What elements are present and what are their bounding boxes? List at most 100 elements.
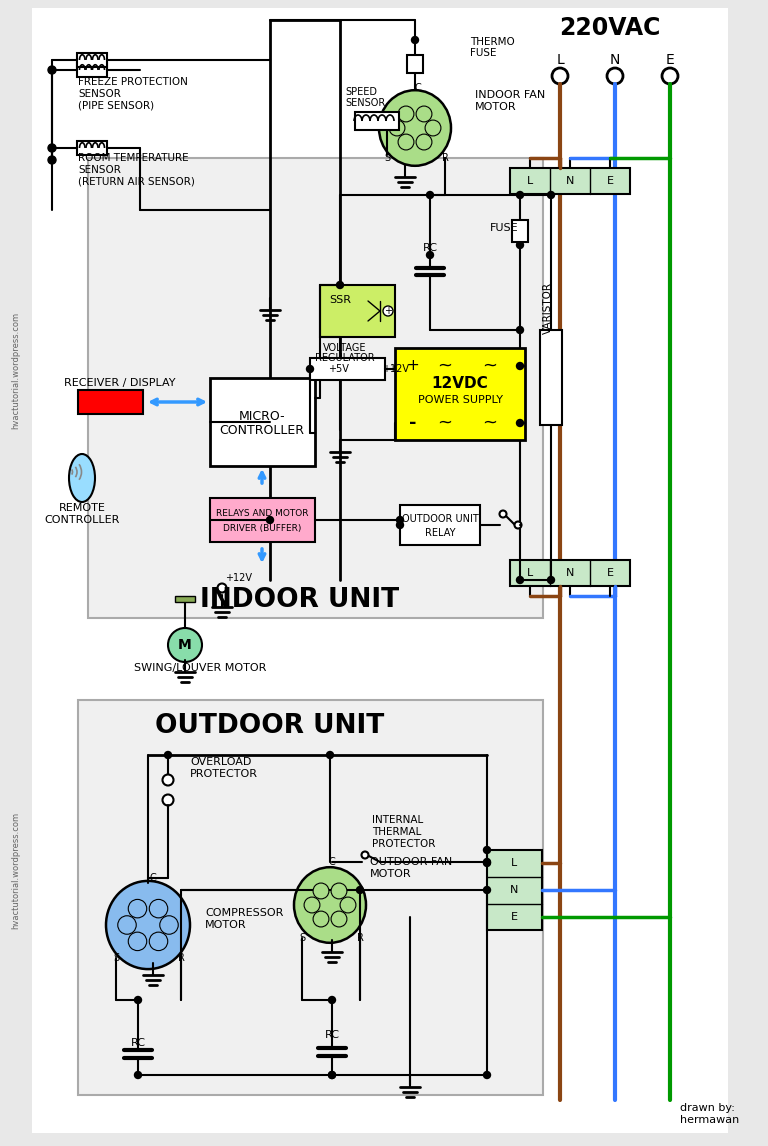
- Bar: [210, 378, 315, 466]
- Text: L: L: [527, 568, 533, 578]
- Bar: [78, 390, 143, 414]
- Circle shape: [416, 107, 432, 121]
- Text: +: +: [406, 359, 419, 374]
- Text: RC: RC: [131, 1038, 145, 1047]
- Text: S: S: [113, 953, 119, 963]
- Bar: [320, 285, 395, 337]
- Text: M: M: [178, 638, 192, 652]
- Text: ~: ~: [482, 414, 498, 432]
- Circle shape: [548, 576, 554, 583]
- Text: MOTOR: MOTOR: [370, 869, 412, 879]
- Circle shape: [484, 847, 491, 854]
- Circle shape: [484, 858, 491, 865]
- Text: R: R: [442, 154, 449, 163]
- Bar: [77, 141, 107, 155]
- Text: E: E: [607, 568, 614, 578]
- Bar: [78, 700, 543, 1094]
- Text: INDOOR FAN: INDOOR FAN: [475, 91, 545, 100]
- Circle shape: [326, 752, 333, 759]
- Text: FUSE: FUSE: [470, 48, 496, 58]
- Text: CONTROLLER: CONTROLLER: [220, 424, 304, 437]
- Circle shape: [426, 191, 433, 198]
- Text: drawn by:: drawn by:: [680, 1102, 735, 1113]
- Circle shape: [398, 107, 414, 121]
- Circle shape: [425, 120, 441, 136]
- Circle shape: [160, 916, 178, 934]
- Text: 220VAC: 220VAC: [559, 16, 660, 40]
- Ellipse shape: [69, 454, 95, 502]
- Text: SPEED: SPEED: [345, 87, 377, 97]
- Text: +12V: +12V: [225, 573, 252, 583]
- Circle shape: [329, 997, 336, 1004]
- Text: L: L: [527, 176, 533, 186]
- Text: R: R: [177, 953, 184, 963]
- Text: VARISTOR: VARISTOR: [543, 282, 553, 333]
- Text: ~: ~: [438, 358, 452, 375]
- Circle shape: [329, 1072, 336, 1078]
- Text: SWING/LOUVER MOTOR: SWING/LOUVER MOTOR: [134, 664, 266, 673]
- Bar: [510, 560, 630, 586]
- Text: E: E: [511, 912, 518, 923]
- Text: N: N: [566, 176, 574, 186]
- Circle shape: [484, 1072, 491, 1078]
- Text: +: +: [384, 306, 392, 316]
- Circle shape: [48, 156, 56, 164]
- Circle shape: [134, 997, 141, 1004]
- Text: THERMAL: THERMAL: [372, 827, 422, 837]
- Bar: [88, 158, 543, 618]
- Circle shape: [149, 932, 167, 951]
- Circle shape: [134, 1072, 141, 1078]
- Circle shape: [217, 583, 227, 592]
- Bar: [395, 348, 525, 440]
- Text: VOLTAGE: VOLTAGE: [323, 343, 367, 353]
- Circle shape: [118, 916, 136, 934]
- Text: MOTOR: MOTOR: [475, 102, 517, 112]
- Bar: [510, 168, 630, 194]
- Bar: [512, 220, 528, 242]
- Text: +5V: +5V: [328, 364, 349, 374]
- Bar: [355, 112, 399, 129]
- Bar: [310, 358, 385, 380]
- Circle shape: [304, 897, 320, 913]
- Text: 12VDC: 12VDC: [432, 376, 488, 391]
- Bar: [487, 850, 542, 931]
- Text: ROOM TEMPERATURE: ROOM TEMPERATURE: [78, 154, 189, 163]
- Circle shape: [128, 900, 147, 918]
- Text: L: L: [556, 53, 564, 66]
- Text: ~: ~: [482, 358, 498, 375]
- Bar: [407, 55, 423, 73]
- Circle shape: [163, 775, 174, 785]
- Text: -: -: [409, 414, 417, 432]
- Text: COMPRESSOR: COMPRESSOR: [205, 908, 283, 918]
- Text: RELAY: RELAY: [425, 528, 455, 537]
- Circle shape: [336, 282, 343, 289]
- Text: PROTECTOR: PROTECTOR: [372, 839, 435, 849]
- Circle shape: [313, 911, 329, 927]
- Text: RC: RC: [325, 1030, 339, 1041]
- Circle shape: [313, 884, 329, 898]
- Text: MOTOR: MOTOR: [205, 920, 247, 931]
- Text: C: C: [415, 83, 422, 93]
- Circle shape: [607, 68, 623, 84]
- Text: CONTROLLER: CONTROLLER: [45, 515, 120, 525]
- Bar: [540, 330, 562, 425]
- Circle shape: [168, 628, 202, 662]
- Circle shape: [517, 191, 524, 198]
- Circle shape: [128, 932, 147, 951]
- Circle shape: [383, 306, 393, 316]
- Circle shape: [266, 517, 273, 524]
- Circle shape: [48, 66, 56, 74]
- Circle shape: [396, 517, 403, 524]
- Circle shape: [517, 419, 524, 426]
- Circle shape: [362, 851, 369, 858]
- Text: hvactutorial.wordpress.com: hvactutorial.wordpress.com: [12, 312, 21, 429]
- Text: OUTDOOR UNIT: OUTDOOR UNIT: [155, 713, 385, 739]
- Text: POWER SUPPLY: POWER SUPPLY: [418, 395, 502, 405]
- Text: FREEZE PROTECTION: FREEZE PROTECTION: [78, 77, 188, 87]
- Text: E: E: [607, 176, 614, 186]
- Ellipse shape: [294, 868, 366, 943]
- Text: hermawan: hermawan: [680, 1115, 740, 1125]
- Ellipse shape: [379, 91, 451, 166]
- Text: FUSE: FUSE: [490, 223, 518, 233]
- Text: E: E: [666, 53, 674, 66]
